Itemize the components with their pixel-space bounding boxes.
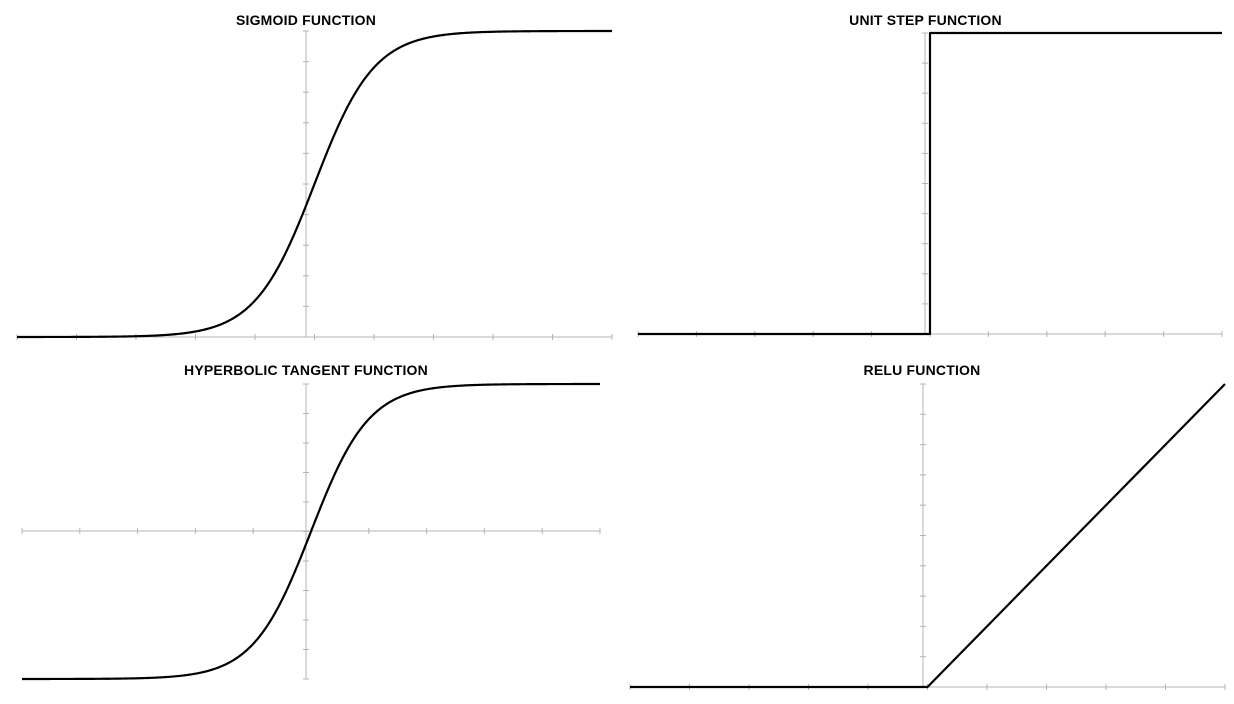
tanh-plot-area bbox=[21, 382, 601, 681]
chart-title-sigmoid: SIGMOID FUNCTION bbox=[235, 12, 377, 28]
function-curve bbox=[630, 383, 1226, 689]
unit-step-plot-area bbox=[637, 31, 1223, 337]
unit-step-chart: UNIT STEP FUNCTION bbox=[617, 0, 1234, 352]
relu-chart: RELU FUNCTION bbox=[617, 352, 1234, 704]
function-curve bbox=[22, 382, 600, 681]
chart-title-unit-step: UNIT STEP FUNCTION bbox=[849, 12, 1002, 28]
chart-title-tanh: HYPERBOLIC TANGENT FUNCTION bbox=[184, 362, 428, 378]
tanh-chart: HYPERBOLIC TANGENT FUNCTION bbox=[0, 352, 617, 704]
function-curve bbox=[638, 31, 1222, 336]
relu-plot-area bbox=[629, 383, 1226, 690]
sigmoid-plot-area bbox=[16, 29, 613, 340]
chart-title-relu: RELU FUNCTION bbox=[863, 362, 981, 378]
sigmoid-chart: SIGMOID FUNCTION bbox=[0, 0, 617, 352]
function-curve bbox=[17, 29, 612, 339]
